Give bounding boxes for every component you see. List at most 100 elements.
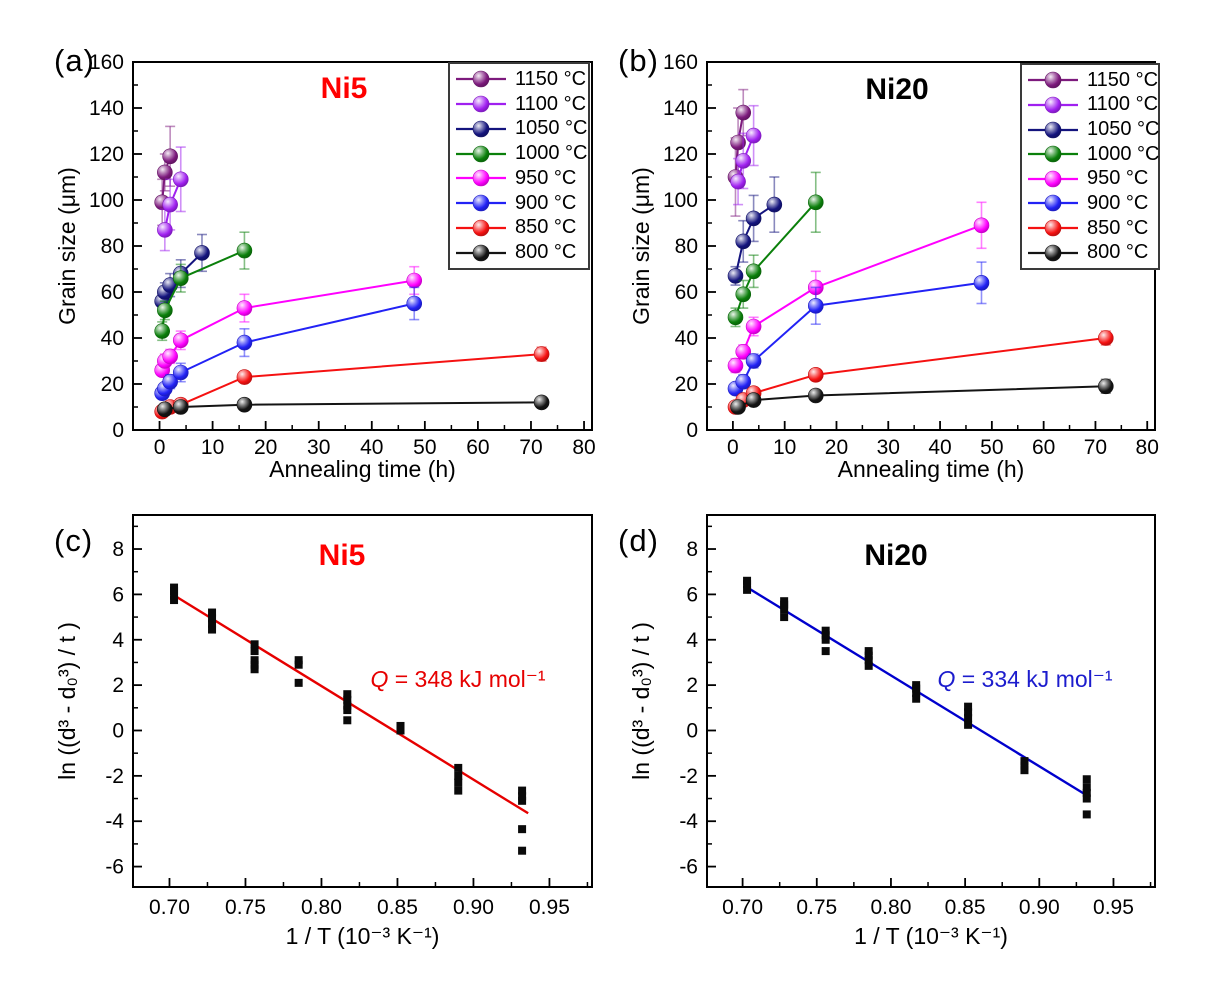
data-point — [454, 763, 463, 772]
legend-marker-icon — [1028, 244, 1078, 261]
legend-label: 950 °C — [1087, 167, 1149, 190]
y-tick-label: 40 — [675, 327, 698, 350]
activation-energy-annotation-c: Q = 348 kJ mol⁻¹ — [370, 666, 545, 693]
data-point — [172, 270, 189, 287]
series-800°C — [157, 394, 550, 418]
x-axis-label: Annealing time (h) — [838, 456, 1025, 482]
y-tick-label: -6 — [105, 856, 124, 879]
data-point — [964, 708, 973, 717]
data-point — [170, 583, 179, 592]
data-point — [236, 396, 253, 413]
data-point — [518, 846, 527, 855]
legend-label: 1150 °C — [1087, 68, 1159, 91]
y-tick-label: 80 — [101, 235, 124, 258]
y-tick-label: 4 — [686, 629, 698, 652]
legend-item: 1050 °C — [1022, 118, 1160, 142]
legend-marker-icon — [1028, 96, 1078, 114]
axes-a: 0 10 20 30 40 50 60 70 80 0 20 40 60 80 100 120 140 160 An… — [54, 51, 596, 482]
y-tick-label: 0 — [112, 719, 124, 742]
legend-label: 1150 °C — [515, 67, 587, 90]
x-tick-label: 20 — [825, 436, 848, 459]
y-tick-label: 100 — [89, 189, 124, 212]
y-tick-label: -2 — [679, 765, 698, 788]
y-tick-label: -2 — [105, 765, 124, 788]
y-tick-label: 4 — [112, 629, 124, 652]
data-point — [236, 242, 253, 259]
data-point — [250, 665, 259, 674]
q-value: = 334 kJ mol⁻¹ — [955, 666, 1113, 692]
data-point — [864, 656, 873, 665]
x-tick-label: 50 — [980, 436, 1003, 459]
panel-label-b: (b) — [618, 43, 659, 78]
data-point — [162, 348, 178, 365]
q-symbol: Q — [937, 666, 956, 692]
legend-label: 900 °C — [1087, 191, 1149, 214]
data-point — [727, 268, 744, 284]
data-point — [250, 660, 259, 669]
legend-marker-icon — [456, 120, 506, 138]
series-800°C — [730, 378, 1114, 415]
data-point — [743, 576, 752, 585]
x-tick-label: 0.70 — [722, 896, 763, 919]
x-axis-label: 1 / T (10⁻³ K⁻¹) — [286, 923, 440, 949]
plot-a: 0 10 20 30 40 50 60 70 80 0 20 40 60 80 100 120 140 160 An… — [54, 51, 596, 482]
axes-d: 0.70 0.75 0.80 0.85 0.90 0.95 -6 -4 -2 0 2 4 6 8 1 / T… — [628, 514, 1156, 949]
series-1050°C — [727, 176, 783, 286]
panel-label-c: (c) — [54, 523, 94, 558]
plot-c: 0.70 0.75 0.80 0.85 0.90 0.95 -6 -4 -2 0 2 4 6 8 1 / T… — [54, 514, 593, 949]
x-tick-label: 0 — [154, 436, 166, 459]
y-tick-label: 40 — [101, 327, 124, 350]
x-tick-label: 10 — [773, 436, 796, 459]
data-point — [780, 597, 789, 606]
legend-label: 850 °C — [515, 216, 577, 239]
panel-a: 0 10 20 30 40 50 60 70 80 0 20 40 60 80 100 120 140 160 An… — [0, 0, 607, 499]
q-value: = 348 kJ mol⁻¹ — [388, 666, 546, 692]
legend-a: 1150 °C 1100 °C 1050 °C 1000 °C 950 °C 900 °C… — [448, 62, 590, 270]
data-point — [208, 608, 217, 617]
x-axis-label: Annealing time (h) — [269, 456, 456, 482]
y-axis-label: Grain size (μm) — [54, 167, 80, 325]
y-tick-label: 80 — [675, 235, 698, 258]
series-1000°C — [727, 171, 824, 328]
data-point — [1082, 788, 1091, 797]
legend-label: 950 °C — [515, 166, 577, 189]
legend-label: 800 °C — [515, 241, 577, 264]
data-point — [912, 694, 921, 703]
x-tick-label: 0.85 — [377, 896, 418, 919]
legend-label: 1050 °C — [1087, 118, 1160, 141]
plot-d: 0.70 0.75 0.80 0.85 0.90 0.95 -6 -4 -2 0 2 4 6 8 1 / T… — [628, 514, 1156, 949]
data-point — [973, 217, 990, 234]
x-tick-label: 10 — [201, 436, 224, 459]
data-point — [157, 222, 173, 238]
data-point — [745, 318, 762, 335]
series-1100°C — [730, 104, 762, 206]
data-point — [294, 660, 303, 669]
series-950°C — [727, 201, 990, 374]
axes-b: 0 10 20 30 40 50 60 70 80 0 20 40 60 80 100 120 140 160 An… — [628, 51, 1159, 482]
data-point — [766, 196, 783, 213]
data-point — [745, 127, 762, 144]
legend-item: 800 °C — [1022, 241, 1158, 265]
panel-b: 0 10 20 30 40 50 60 70 80 0 20 40 60 80 100 120 140 160 An… — [607, 0, 1214, 499]
x-tick-label: 0.75 — [225, 896, 266, 919]
data-point — [396, 726, 405, 735]
legend-marker-icon — [456, 145, 506, 162]
data-point — [735, 286, 752, 303]
data-point — [343, 706, 352, 715]
data-point — [727, 309, 744, 326]
y-tick-label: 2 — [686, 674, 698, 697]
y-tick-label: 60 — [675, 281, 698, 304]
x-tick-label: 40 — [928, 436, 951, 459]
x-tick-label: 60 — [466, 436, 489, 459]
legend-marker-icon — [456, 170, 506, 187]
legend-item: 1150 °C — [1022, 68, 1158, 92]
data-point — [518, 796, 527, 805]
data-point — [964, 702, 973, 711]
series-950°C — [154, 265, 423, 379]
data-point — [208, 625, 217, 634]
x-tick-label: 0.80 — [301, 896, 342, 919]
x-tick-label: 70 — [519, 436, 542, 459]
data-point — [343, 695, 352, 704]
data-point — [157, 401, 173, 418]
